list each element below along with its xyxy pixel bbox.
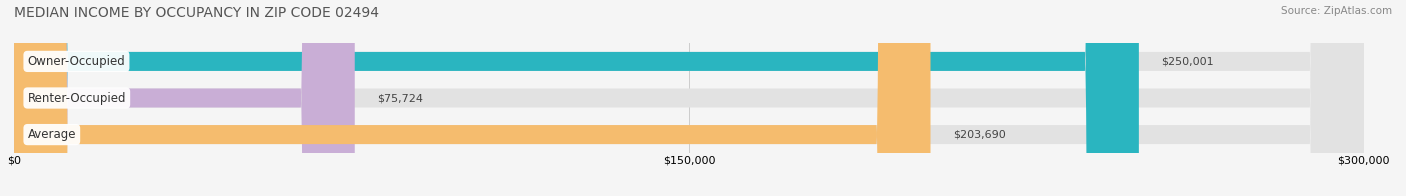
Text: MEDIAN INCOME BY OCCUPANCY IN ZIP CODE 02494: MEDIAN INCOME BY OCCUPANCY IN ZIP CODE 0…: [14, 6, 380, 20]
FancyBboxPatch shape: [14, 0, 1364, 196]
Text: Renter-Occupied: Renter-Occupied: [28, 92, 127, 104]
FancyBboxPatch shape: [14, 0, 354, 196]
Text: Average: Average: [28, 128, 76, 141]
FancyBboxPatch shape: [14, 0, 931, 196]
FancyBboxPatch shape: [14, 0, 1139, 196]
FancyBboxPatch shape: [14, 0, 1364, 196]
Text: Source: ZipAtlas.com: Source: ZipAtlas.com: [1281, 6, 1392, 16]
FancyBboxPatch shape: [14, 0, 1364, 196]
Text: $203,690: $203,690: [953, 130, 1005, 140]
Text: $75,724: $75,724: [377, 93, 423, 103]
Text: Owner-Occupied: Owner-Occupied: [28, 55, 125, 68]
Text: $250,001: $250,001: [1161, 56, 1213, 66]
